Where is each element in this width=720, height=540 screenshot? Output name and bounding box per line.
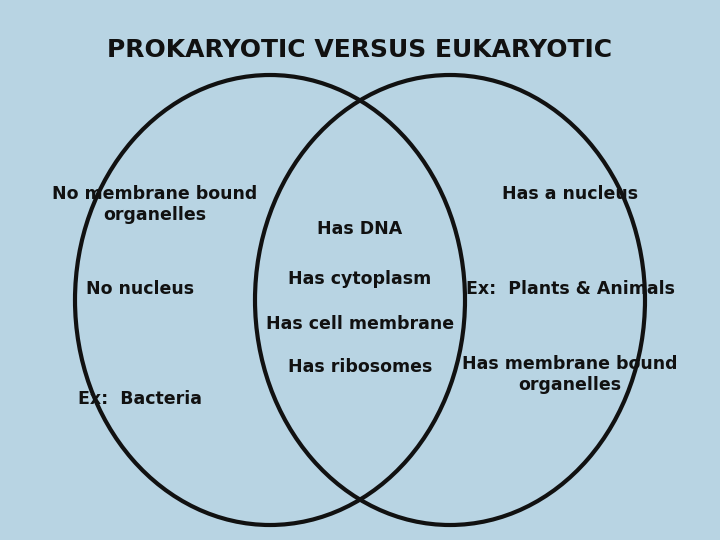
Text: Ex:  Bacteria: Ex: Bacteria (78, 390, 202, 408)
Text: Has ribosomes: Has ribosomes (288, 358, 432, 376)
Text: Has cell membrane: Has cell membrane (266, 315, 454, 333)
Text: PROKARYOTIC VERSUS EUKARYOTIC: PROKARYOTIC VERSUS EUKARYOTIC (107, 38, 613, 62)
Text: Ex:  Plants & Animals: Ex: Plants & Animals (466, 280, 675, 298)
Text: Has a nucleus: Has a nucleus (502, 185, 638, 203)
Text: Has cytoplasm: Has cytoplasm (289, 270, 431, 288)
Text: Has DNA: Has DNA (318, 220, 402, 238)
Text: No membrane bound
organelles: No membrane bound organelles (53, 185, 258, 224)
Text: Has membrane bound
organelles: Has membrane bound organelles (462, 355, 678, 394)
Text: No nucleus: No nucleus (86, 280, 194, 298)
